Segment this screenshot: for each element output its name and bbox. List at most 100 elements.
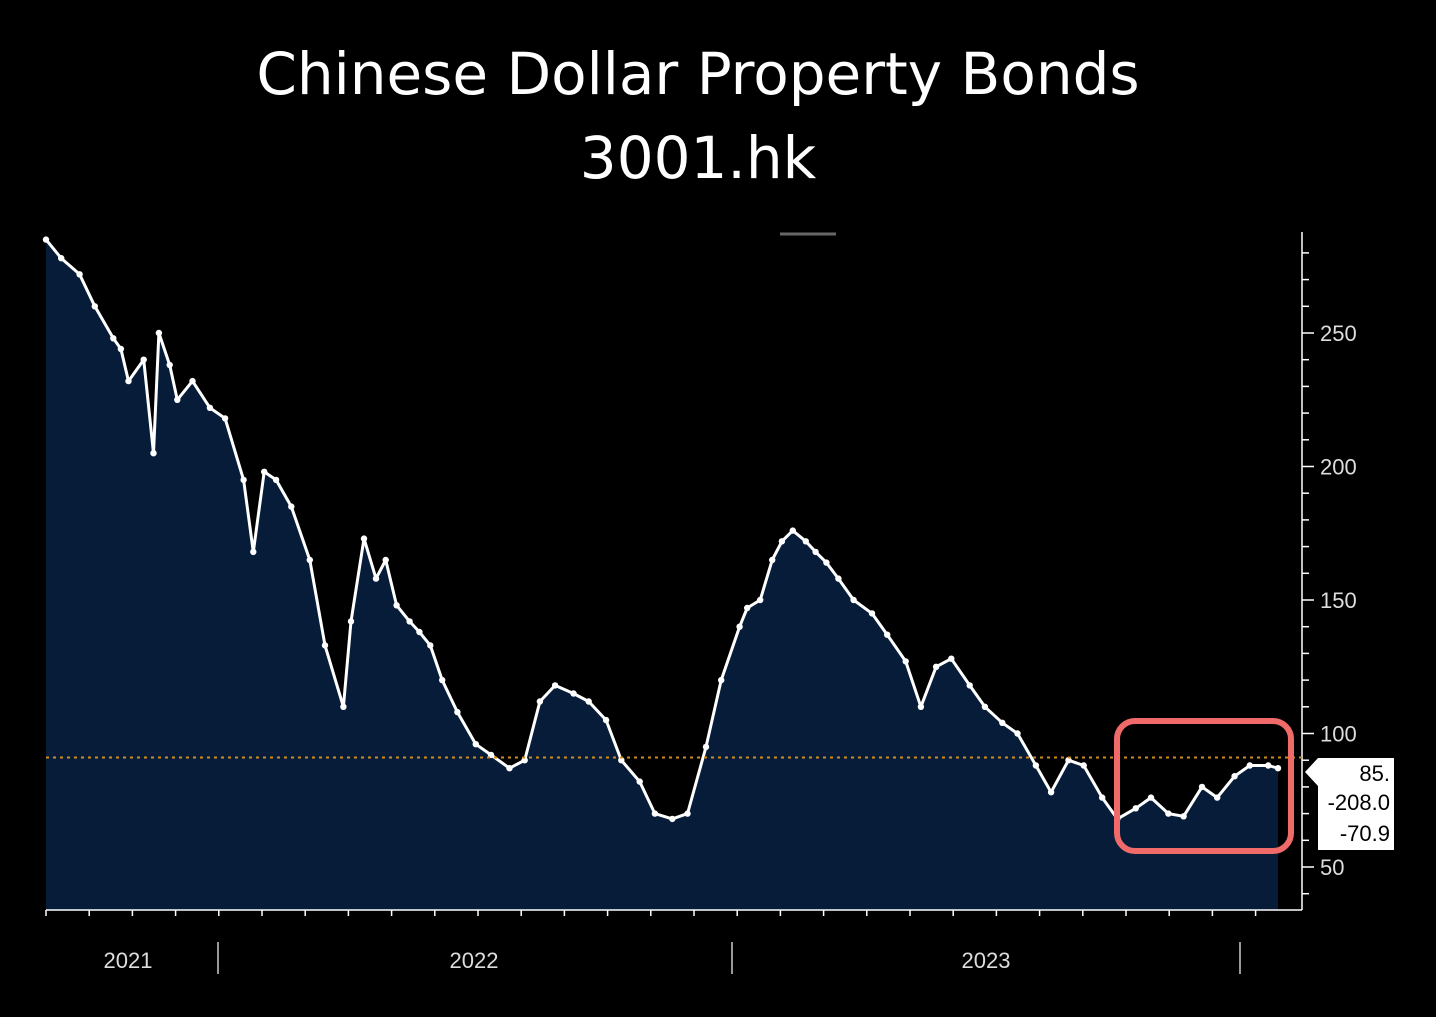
value-box-text: 85. <box>1359 761 1390 786</box>
data-point <box>174 396 181 403</box>
data-point <box>1265 762 1272 769</box>
data-point <box>360 535 368 542</box>
y-tick-label: 150 <box>1320 588 1357 613</box>
overlays: 85. -208.0 -70.9 <box>46 232 1394 854</box>
data-point <box>140 356 147 363</box>
x-year-label: 2021 <box>104 948 153 973</box>
data-point <box>472 741 479 748</box>
data-point <box>382 556 389 564</box>
y-tick-label: 50 <box>1320 855 1344 880</box>
chart-title: Chinese Dollar Property Bonds <box>256 40 1140 108</box>
data-point <box>570 690 577 697</box>
data-point <box>439 676 446 684</box>
data-point <box>221 415 229 422</box>
y-tick-label: 200 <box>1320 455 1357 480</box>
data-point <box>427 642 434 649</box>
data-point <box>966 682 973 689</box>
data-point <box>744 604 751 612</box>
data-point <box>868 610 876 617</box>
data-point <box>125 377 132 385</box>
data-point <box>789 527 796 534</box>
data-point <box>802 538 809 545</box>
x-year-label: 2022 <box>450 948 499 973</box>
data-point <box>823 559 830 566</box>
value-box-text: -70.9 <box>1340 821 1390 846</box>
data-point <box>521 757 528 764</box>
data-point <box>1147 794 1155 801</box>
y-tick-label: 100 <box>1320 722 1357 747</box>
data-point <box>551 682 559 689</box>
data-point <box>636 778 643 785</box>
data-point <box>288 503 295 510</box>
data-point <box>76 271 83 278</box>
data-point <box>1180 813 1187 820</box>
data-point <box>1246 762 1254 769</box>
data-point <box>684 810 691 817</box>
data-point <box>1198 783 1206 791</box>
series-line <box>44 238 1279 821</box>
data-point <box>718 676 725 684</box>
data-point <box>321 642 329 649</box>
data-point <box>884 631 891 638</box>
chart-subtitle: 3001.hk <box>579 124 817 192</box>
data-point <box>999 719 1006 726</box>
series-area <box>46 239 1278 911</box>
data-point <box>981 703 989 710</box>
data-point <box>1099 794 1106 801</box>
data-point <box>917 703 925 710</box>
data-point <box>393 602 400 609</box>
data-point <box>340 703 347 710</box>
data-point <box>58 255 65 262</box>
y-tick-label: 250 <box>1320 321 1357 346</box>
data-point <box>1165 810 1172 817</box>
value-box-text: -208.0 <box>1328 790 1390 815</box>
data-point <box>110 335 117 342</box>
axes: 50 100 150 200 250 2021 2022 2023 <box>45 232 1357 974</box>
data-point <box>1032 762 1040 769</box>
highlight-box <box>1114 718 1294 854</box>
data-point <box>835 575 842 582</box>
data-point <box>1231 773 1238 780</box>
data-point <box>372 575 380 582</box>
data-point <box>250 548 257 556</box>
data-point <box>757 596 764 604</box>
data-point <box>166 361 173 369</box>
data-point <box>416 628 423 636</box>
data-point <box>902 658 909 665</box>
data-point <box>948 655 955 662</box>
data-point <box>487 751 495 759</box>
data-point <box>261 468 268 475</box>
plot-area <box>42 236 1282 911</box>
data-point <box>150 450 157 457</box>
data-point <box>272 476 280 484</box>
data-point <box>850 596 857 604</box>
data-point <box>240 476 247 484</box>
data-point <box>1047 789 1055 796</box>
data-point <box>506 765 513 772</box>
data-point <box>206 404 214 411</box>
data-point <box>769 556 776 564</box>
data-point <box>42 236 50 243</box>
data-point <box>155 329 163 337</box>
data-point <box>306 556 313 564</box>
data-point <box>778 538 786 545</box>
value-box <box>1305 758 1394 850</box>
data-point <box>536 698 544 705</box>
data-point <box>1274 765 1282 772</box>
data-point <box>1065 757 1072 764</box>
data-point <box>454 708 461 716</box>
data-point <box>812 548 819 556</box>
data-point <box>1132 805 1140 812</box>
data-point <box>736 623 743 630</box>
data-point <box>602 716 610 724</box>
data-point <box>669 815 676 823</box>
data-point <box>1014 730 1021 737</box>
data-point <box>618 757 625 764</box>
data-point <box>1214 794 1221 801</box>
data-point <box>702 743 710 751</box>
data-point <box>406 618 413 625</box>
data-point <box>117 345 125 353</box>
data-point <box>651 810 659 817</box>
data-point <box>347 618 355 625</box>
